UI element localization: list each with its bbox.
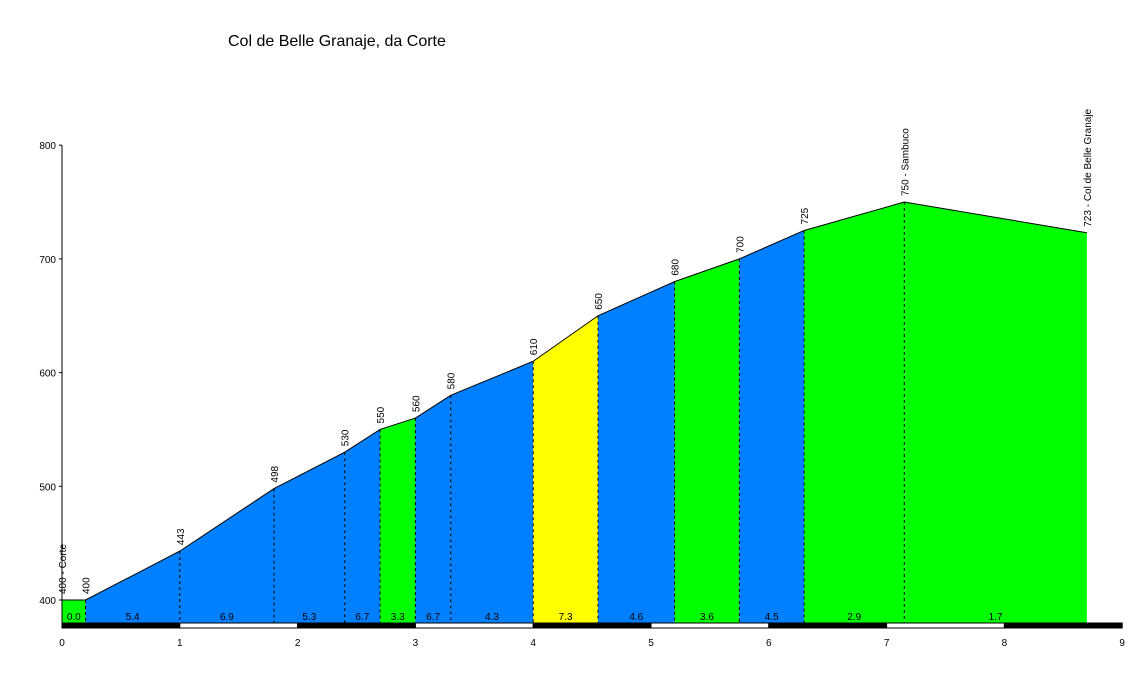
segment-areas bbox=[62, 202, 1087, 624]
segment-area bbox=[415, 395, 451, 623]
distance-band-block bbox=[650, 622, 770, 629]
gradient-label: 6.7 bbox=[426, 612, 440, 623]
elevation-label: 610 bbox=[529, 338, 540, 355]
distance-band-block bbox=[61, 622, 181, 629]
profile-outline bbox=[62, 201, 1087, 601]
x-tick-label: 1 bbox=[177, 638, 183, 649]
elevation-label: 498 bbox=[270, 465, 281, 482]
x-tick-label: 5 bbox=[648, 638, 654, 649]
elevation-label: 750 - Sambuco bbox=[900, 128, 911, 196]
segment-area bbox=[739, 230, 805, 623]
profile-line bbox=[62, 201, 1087, 601]
x-tick-label: 0 bbox=[59, 638, 65, 649]
elevation-label: 560 bbox=[411, 395, 422, 412]
distance-band bbox=[61, 622, 1123, 629]
gradient-label: 3.3 bbox=[391, 612, 405, 623]
elevation-label: 550 bbox=[376, 406, 387, 423]
gradient-label: 5.3 bbox=[302, 612, 316, 623]
elevation-label: 400 bbox=[82, 577, 93, 594]
segment-area bbox=[533, 315, 598, 623]
segment-area bbox=[344, 429, 381, 623]
y-tick-label: 700 bbox=[39, 255, 56, 266]
distance-band-block bbox=[297, 622, 416, 629]
segment-area bbox=[674, 258, 740, 623]
elevation-labels: 400 - Corte 400 443 498 530 550 560 580 610 650 68… bbox=[58, 108, 1094, 594]
gradient-label: 5.4 bbox=[126, 612, 140, 623]
elevation-label: 680 bbox=[671, 259, 682, 276]
distance-band-block bbox=[768, 622, 888, 629]
gradient-label: 3.6 bbox=[700, 612, 714, 623]
elevation-label: 725 bbox=[800, 207, 811, 224]
elevation-label: 580 bbox=[447, 372, 458, 389]
x-tick-label: 6 bbox=[766, 638, 772, 649]
chart-title: Col de Belle Granaje, da Corte bbox=[228, 33, 446, 50]
segment-area bbox=[904, 202, 1087, 624]
x-tick-label: 9 bbox=[1119, 638, 1125, 649]
segment-guides bbox=[85, 202, 905, 623]
segment-area bbox=[179, 488, 275, 623]
gradient-label: 7.3 bbox=[559, 612, 573, 623]
y-tick-label: 400 bbox=[39, 596, 56, 607]
distance-band-block bbox=[414, 622, 534, 629]
gradient-labels: 0.0 5.4 6.9 5.3 6.7 3.3 6.7 4.3 7.3 4.6 3.6 4.5 2.9 1… bbox=[67, 612, 1003, 623]
segment-area bbox=[380, 418, 416, 623]
segment-area bbox=[804, 202, 905, 624]
elevation-label: 443 bbox=[176, 528, 187, 545]
distance-band-block bbox=[886, 622, 1005, 629]
gradient-label: 2.9 bbox=[847, 612, 861, 623]
y-tick-label: 500 bbox=[39, 482, 56, 493]
distance-band-block bbox=[1003, 622, 1123, 629]
distance-band-block bbox=[179, 622, 299, 629]
segment-area bbox=[274, 452, 345, 623]
elevation-label: 530 bbox=[341, 429, 352, 446]
axes: 400 500 600 700 800 0 1 2 3 4 5 6 7 8 9 bbox=[39, 141, 1125, 649]
segment-area bbox=[62, 600, 86, 623]
y-tick-label: 600 bbox=[39, 369, 56, 380]
elevation-label: 650 bbox=[594, 293, 605, 310]
elevation-label: 723 - Col de Belle Granaje bbox=[1083, 108, 1094, 226]
elevation-label: 400 - Corte bbox=[58, 544, 69, 594]
y-tick-label: 800 bbox=[39, 141, 56, 152]
x-tick-label: 7 bbox=[884, 638, 890, 649]
gradient-label: 4.5 bbox=[765, 612, 779, 623]
x-tick-label: 2 bbox=[295, 638, 301, 649]
gradient-label: 6.9 bbox=[220, 612, 234, 623]
gradient-label: 0.0 bbox=[67, 612, 81, 623]
x-tick-label: 8 bbox=[1002, 638, 1008, 649]
gradient-label: 4.3 bbox=[485, 612, 499, 623]
segment-area bbox=[85, 551, 180, 623]
x-tick-label: 4 bbox=[530, 638, 536, 649]
x-tick-label: 3 bbox=[413, 638, 419, 649]
segment-area bbox=[597, 281, 675, 623]
elevation-label: 700 bbox=[735, 236, 746, 253]
gradient-label: 4.6 bbox=[629, 612, 643, 623]
segment-area bbox=[450, 361, 534, 623]
gradient-label: 6.7 bbox=[355, 612, 369, 623]
distance-band-block bbox=[532, 622, 652, 629]
gradient-label: 1.7 bbox=[989, 612, 1003, 623]
